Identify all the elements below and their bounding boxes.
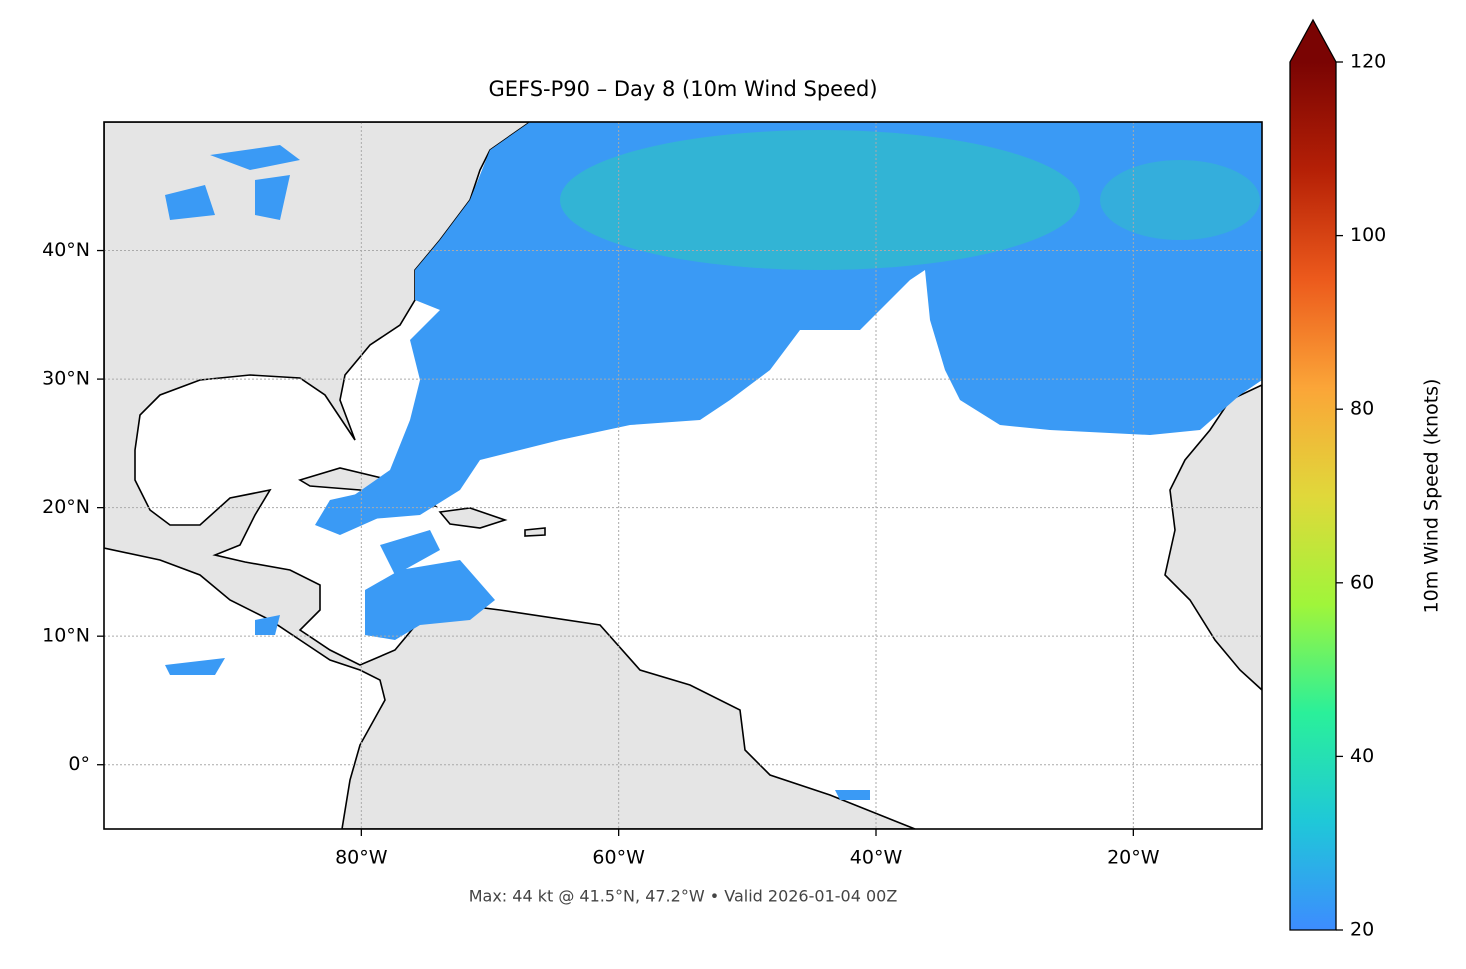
y-tick-label: 0° bbox=[68, 753, 90, 775]
chart-title: GEFS-P90 – Day 8 (10m Wind Speed) bbox=[488, 77, 877, 101]
land bbox=[1164, 384, 1262, 692]
wind-field bbox=[340, 122, 1262, 520]
colorbar-tick-label: 80 bbox=[1350, 398, 1374, 420]
land bbox=[104, 122, 916, 829]
wind-field bbox=[315, 490, 495, 640]
y-tick-label: 10°N bbox=[42, 625, 90, 647]
annotation: Max: 44 kt @ 41.5°N, 47.2°W • Valid 2026… bbox=[469, 887, 898, 906]
land bbox=[298, 124, 712, 537]
wind-field bbox=[560, 130, 1080, 270]
y-tick-label: 30°N bbox=[42, 368, 90, 390]
grid bbox=[104, 122, 1262, 829]
x-tick-label: 20°W bbox=[1107, 847, 1160, 869]
x-tick-label: 80°W bbox=[335, 847, 388, 869]
colorbar bbox=[1290, 62, 1336, 930]
x-tick-label: 60°W bbox=[592, 847, 645, 869]
map-frame bbox=[103, 121, 1263, 830]
x-tick-label: 40°W bbox=[850, 847, 903, 869]
colorbar-tick-label: 20 bbox=[1350, 919, 1374, 941]
colorbar-extend bbox=[1290, 20, 1336, 62]
wind-field bbox=[1100, 160, 1260, 240]
colorbar-outline bbox=[1289, 18, 1337, 931]
map-area bbox=[104, 122, 1262, 829]
colorbar-tick-label: 100 bbox=[1350, 224, 1386, 246]
colorbar-tick-label: 40 bbox=[1350, 745, 1374, 767]
y-tick-label: 20°N bbox=[42, 496, 90, 518]
colorbar-tick-label: 120 bbox=[1350, 51, 1386, 73]
colorbar-label: 10m Wind Speed (knots) bbox=[1421, 379, 1443, 614]
y-tick-label: 40°N bbox=[42, 239, 90, 261]
colorbar-tick-label: 60 bbox=[1350, 571, 1374, 593]
